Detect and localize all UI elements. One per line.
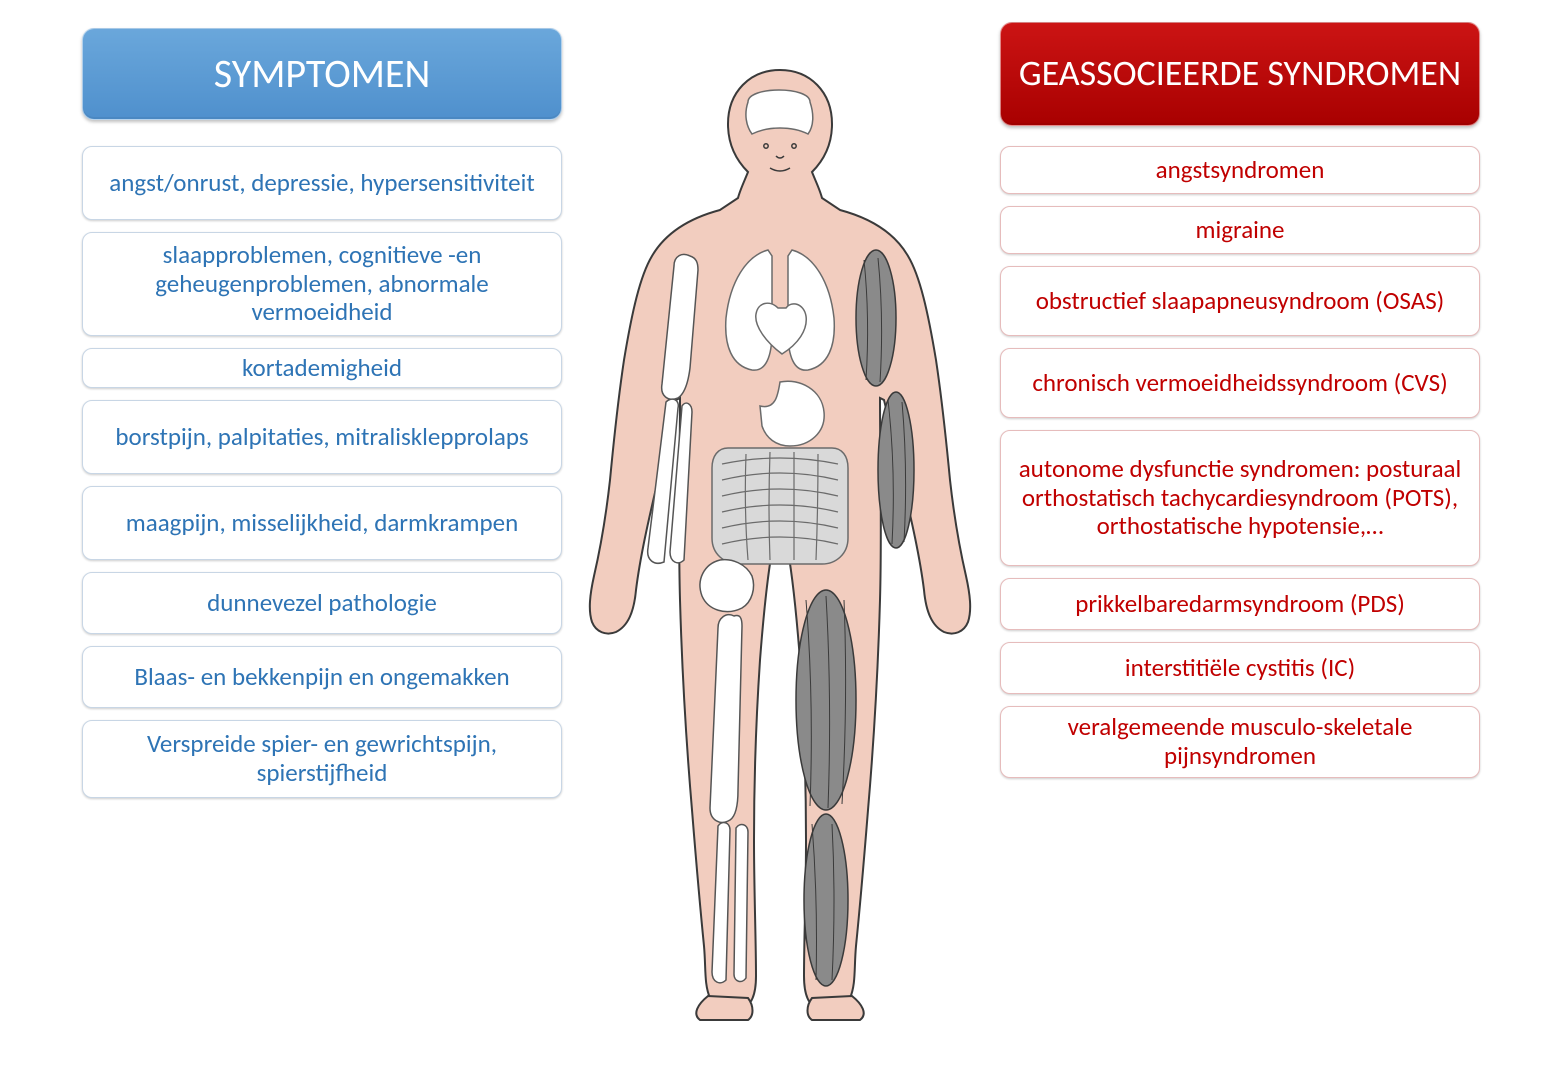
list-item: maagpijn, misselijkheid, darmkrampen (82, 486, 562, 560)
list-item-text: dunnevezel pathologie (207, 589, 437, 618)
list-item-text: Blaas- en bekkenpijn en ongemakken (134, 663, 509, 692)
list-item: autonome dysfunctie syndromen: posturaal… (1000, 430, 1480, 566)
list-item: obstructief slaapapneusyndroom (OSAS) (1000, 266, 1480, 336)
symptoms-header: SYMPTOMEN (82, 28, 562, 120)
brain-icon (746, 90, 813, 134)
list-item-text: chronisch vermoeidheidssyndroom (CVS) (1032, 369, 1447, 398)
list-item-text: obstructief slaapapneusyndroom (OSAS) (1036, 287, 1445, 316)
left-foot (696, 996, 752, 1020)
infographic-stage: SYMPTOMEN angst/onrust, depressie, hyper… (0, 0, 1564, 1080)
human-body-svg (570, 60, 990, 1030)
list-item: slaapproblemen, cognitieve -en geheugenp… (82, 232, 562, 336)
list-item-text: angstsyndromen (1156, 156, 1325, 185)
list-item: migraine (1000, 206, 1480, 254)
syndromes-header: GEASSOCIEERDE SYNDROMEN (1000, 22, 1480, 126)
list-item-text: interstitiële cystitis (IC) (1125, 654, 1355, 683)
list-item-text: migraine (1196, 216, 1285, 245)
list-item: veralgemeende musculo-skeletale pijnsynd… (1000, 706, 1480, 778)
list-item-text: veralgemeende musculo-skeletale pijnsynd… (1015, 713, 1465, 771)
list-item: chronisch vermoeidheidssyndroom (CVS) (1000, 348, 1480, 418)
list-item: angst/onrust, depressie, hypersensitivit… (82, 146, 562, 220)
syndromes-header-text: GEASSOCIEERDE SYNDROMEN (1019, 55, 1461, 93)
symptoms-list: angst/onrust, depressie, hypersensitivit… (82, 146, 562, 798)
intestines-icon (712, 448, 848, 564)
syndromes-list: angstsyndromen migraine obstructief slaapa… (1000, 146, 1480, 778)
list-item: Blaas- en bekkenpijn en ongemakken (82, 646, 562, 708)
list-item: prikkelbaredarmsyndroom (PDS) (1000, 578, 1480, 630)
list-item-text: angst/onrust, depressie, hypersensitivit… (109, 169, 534, 198)
list-item: Verspreide spier- en gewrichtspijn, spie… (82, 720, 562, 798)
list-item-text: maagpijn, misselijkheid, darmkrampen (126, 509, 518, 538)
syndromes-column: GEASSOCIEERDE SYNDROMEN angstsyndromen mi… (1000, 22, 1480, 778)
list-item: interstitiële cystitis (IC) (1000, 642, 1480, 694)
list-item-text: autonome dysfunctie syndromen: posturaal… (1015, 455, 1465, 541)
list-item: angstsyndromen (1000, 146, 1480, 194)
list-item-text: kortademigheid (242, 354, 402, 383)
list-item: dunnevezel pathologie (82, 572, 562, 634)
human-body-figure (570, 60, 990, 1030)
symptoms-header-text: SYMPTOMEN (214, 53, 431, 95)
list-item-text: prikkelbaredarmsyndroom (PDS) (1075, 590, 1405, 619)
right-foot (808, 996, 864, 1020)
symptoms-column: SYMPTOMEN angst/onrust, depressie, hyper… (82, 28, 562, 798)
list-item-text: borstpijn, palpitaties, mitralisklepprol… (115, 423, 528, 452)
list-item: kortademigheid (82, 348, 562, 388)
list-item-text: Verspreide spier- en gewrichtspijn, spie… (97, 730, 547, 788)
list-item: borstpijn, palpitaties, mitralisklepprol… (82, 400, 562, 474)
list-item-text: slaapproblemen, cognitieve -en geheugenp… (97, 241, 547, 327)
